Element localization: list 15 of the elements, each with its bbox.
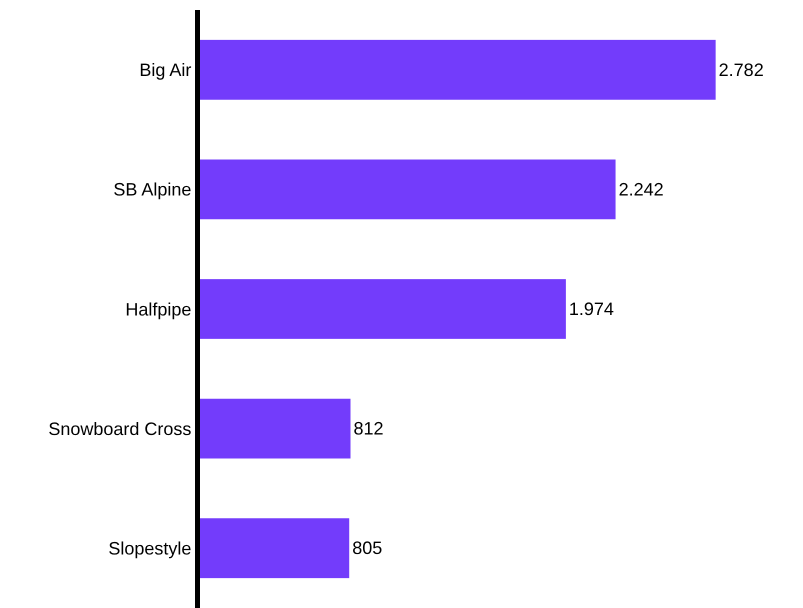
data-label: 812 [354,418,384,439]
y-tick-label: Snowboard Cross [48,418,192,439]
y-tick-label: Slopestyle [108,538,192,558]
data-label: 1.974 [568,299,614,319]
y-tick-label: Halfpipe [125,299,192,320]
bar [200,160,616,220]
y-tick-label: Big Air [139,60,192,80]
data-label: 2.242 [618,179,664,200]
data-label: 2.782 [718,60,764,80]
bar [200,279,566,339]
bar [200,398,351,458]
bar [200,518,350,578]
data-label: 805 [352,538,382,558]
y-tick-label: SB Alpine [113,180,192,200]
bar [200,40,716,100]
